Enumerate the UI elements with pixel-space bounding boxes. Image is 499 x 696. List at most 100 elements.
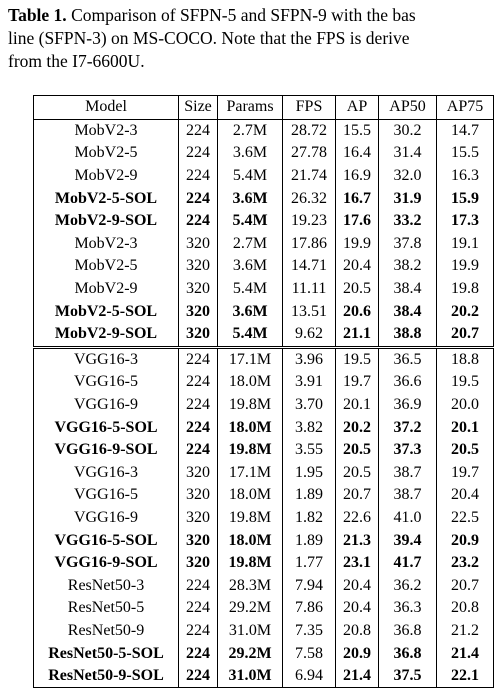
table-cell: 22.5 (436, 506, 494, 530)
caption: Table 1. Comparison of SFPN-5 and SFPN-9… (8, 4, 499, 73)
table-cell: 3.82 (282, 416, 336, 439)
table-cell: 7.35 (282, 619, 336, 643)
table-cell: 36.5 (378, 345, 437, 372)
table-cell: 20.7 (436, 322, 494, 348)
table-cell: 20.5 (335, 277, 379, 301)
table-cell: 3.96 (282, 345, 336, 372)
table-cell: 224 (178, 345, 218, 372)
table-row: VGG16-9-SOL 224 19.8M 3.55 20.5 37.3 20.5 (33, 438, 494, 462)
table-cell: 7.94 (282, 574, 336, 598)
table-cell: 15.9 (436, 187, 494, 210)
table-cell: 320 (178, 529, 218, 552)
table-cell: 22.1 (436, 664, 494, 688)
table-cell: 20.2 (436, 300, 494, 323)
table-row: MobV2-5-SOL 320 3.6M 13.51 20.6 38.4 20.2 (33, 300, 494, 323)
caption-line: from the I7-6600U. (8, 51, 145, 71)
table-cell: 2.7M (217, 119, 283, 143)
table-row: MobV2-3 224 2.7M 28.72 15.5 30.2 14.7 (33, 119, 494, 143)
table-cell: 38.7 (378, 484, 437, 507)
table-cell: 19.8M (217, 393, 283, 417)
table-cell: MobV2-5-SOL (33, 187, 179, 210)
table-cell: 224 (178, 438, 218, 462)
table-cell: 18.0M (217, 371, 283, 394)
table-row: VGG16-3 320 17.1M 1.95 20.5 38.7 19.7 (33, 461, 494, 485)
table-cell: 3.6M (217, 187, 283, 210)
table-cell: 224 (178, 119, 218, 143)
table-row: VGG16-9 320 19.8M 1.82 22.6 41.0 22.5 (33, 506, 494, 530)
header-cell: Params (217, 95, 283, 120)
table-row: VGG16-5 224 18.0M 3.91 19.7 36.6 19.5 (33, 371, 494, 394)
caption-line: Table 1. Comparison of SFPN-5 and SFPN-9… (8, 4, 499, 27)
table-cell: 15.5 (436, 142, 494, 165)
table-cell: 28.72 (282, 119, 336, 143)
table-cell: VGG16-3 (33, 461, 179, 485)
table-row: VGG16-5 320 18.0M 1.89 20.7 38.7 20.4 (33, 484, 494, 507)
table-cell: 36.8 (378, 619, 437, 643)
table-cell: MobV2-9 (33, 164, 179, 188)
table-cell: 36.2 (378, 574, 437, 598)
table-cell: 29.2M (217, 597, 283, 620)
table-cell: 17.1M (217, 461, 283, 485)
table-cell: ResNet50-5-SOL (33, 642, 179, 665)
table-cell: MobV2-5 (33, 142, 179, 165)
table-cell: 31.9 (378, 187, 437, 210)
header-cell: FPS (282, 95, 336, 120)
table-cell: 19.9 (335, 232, 379, 256)
table-cell: 3.6M (217, 300, 283, 323)
table-cell: 320 (178, 255, 218, 278)
table-cell: MobV2-9-SOL (33, 322, 179, 348)
table-cell: VGG16-5 (33, 371, 179, 394)
table-cell: 14.7 (436, 119, 494, 143)
table-row: MobV2-5 224 3.6M 27.78 16.4 31.4 15.5 (33, 142, 494, 165)
table-cell: 20.4 (335, 597, 379, 620)
table-cell: 23.1 (335, 551, 379, 575)
table-cell: 21.4 (335, 664, 379, 688)
table-cell: 320 (178, 506, 218, 530)
table-cell: 19.1 (436, 232, 494, 256)
table-cell: 1.95 (282, 461, 336, 485)
table-cell: ResNet50-3 (33, 574, 179, 598)
table-cell: 20.8 (335, 619, 379, 643)
table-cell: 41.0 (378, 506, 437, 530)
table-cell: 224 (178, 597, 218, 620)
table-cell: 320 (178, 551, 218, 575)
table-cell: VGG16-5-SOL (33, 416, 179, 439)
table-cell: 224 (178, 642, 218, 665)
table-cell: 16.9 (335, 164, 379, 188)
header-cell: AP (335, 95, 379, 120)
table-row: ResNet50-9 224 31.0M 7.35 20.8 36.8 21.2 (33, 619, 494, 643)
table-cell: 31.4 (378, 142, 437, 165)
table-cell: 20.2 (335, 416, 379, 439)
table-cell: 17.86 (282, 232, 336, 256)
table-cell: 20.4 (436, 484, 494, 507)
table-row: ResNet50-5 224 29.2M 7.86 20.4 36.3 20.8 (33, 597, 494, 620)
table-cell: 20.4 (335, 574, 379, 598)
table-cell: VGG16-3 (33, 345, 179, 372)
table-cell: 2.7M (217, 232, 283, 256)
table-cell: VGG16-5 (33, 484, 179, 507)
table-cell: 36.8 (378, 642, 437, 665)
table-cell: 5.4M (217, 322, 283, 348)
table-cell: 320 (178, 300, 218, 323)
table-row: MobV2-9 224 5.4M 21.74 16.9 32.0 16.3 (33, 164, 494, 188)
header-row: Model Size Params FPS AP AP50 AP75 (33, 95, 494, 120)
table-cell: 26.32 (282, 187, 336, 210)
table-cell: 3.6M (217, 142, 283, 165)
table-cell: 30.2 (378, 119, 437, 143)
table-cell: 320 (178, 232, 218, 256)
table-cell: 320 (178, 484, 218, 507)
results-table: Model Size Params FPS AP AP50 AP75 MobV2-3 224 2… (33, 95, 494, 689)
table-cell: 21.74 (282, 164, 336, 188)
table-row: MobV2-5 320 3.6M 14.71 20.4 38.2 19.9 (33, 255, 494, 278)
table-cell: 20.7 (436, 574, 494, 598)
table-cell: 1.77 (282, 551, 336, 575)
table-cell: 31.0M (217, 619, 283, 643)
table-cell: MobV2-3 (33, 119, 179, 143)
table-cell: 11.11 (282, 277, 336, 301)
table-cell: 38.2 (378, 255, 437, 278)
table-cell: VGG16-5-SOL (33, 529, 179, 552)
table-row: VGG16-9-SOL 320 19.8M 1.77 23.1 41.7 23.2 (33, 551, 494, 575)
table-cell: 5.4M (217, 209, 283, 233)
table-cell: 33.2 (378, 209, 437, 233)
table-cell: 19.5 (436, 371, 494, 394)
